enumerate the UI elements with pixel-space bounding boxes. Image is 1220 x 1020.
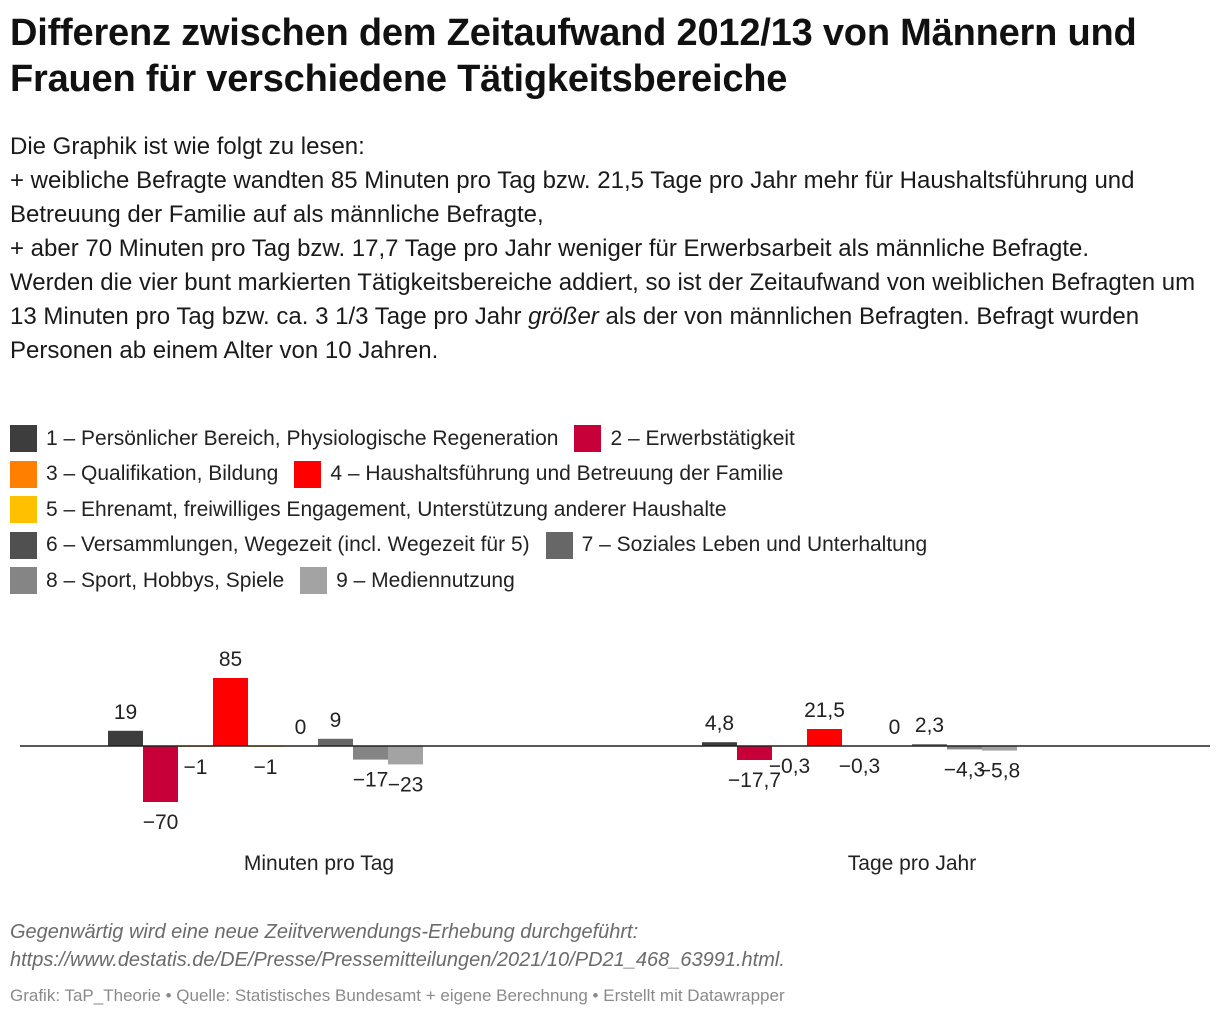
description-line-4: Werden die vier bunt markierten Tätigkei…	[10, 266, 1205, 368]
legend-swatch	[10, 496, 37, 524]
legend-label: 2 – Erwerbstätigkeit	[610, 426, 795, 450]
bar	[108, 730, 143, 746]
footnote: Gegenwärtig wird eine neue Zeiitverwendu…	[10, 918, 1210, 974]
bar	[143, 746, 178, 802]
bar	[737, 746, 772, 760]
legend-label: 3 – Qualifikation, Bildung	[46, 462, 279, 486]
chart-description: Die Graphik ist wie folgt zu lesen: + we…	[10, 130, 1205, 368]
legend-item: 7 – Soziales Leben und Unterhaltung	[545, 531, 928, 559]
legend-label: 8 – Sport, Hobbys, Spiele	[46, 568, 285, 592]
legend-row: 8 – Sport, Hobbys, Spiele 9 – Mediennutz…	[10, 563, 1210, 599]
data-label: −1	[184, 756, 208, 779]
legend-item: 1 – Persönlicher Bereich, Physiologische…	[10, 425, 559, 453]
bar	[807, 729, 842, 746]
bar	[353, 746, 388, 760]
data-label: 4,8	[705, 712, 734, 735]
legend-row: 1 – Persönlicher Bereich, Physiologische…	[10, 421, 1210, 457]
data-label: 85	[219, 648, 242, 671]
legend-row: 5 – Ehrenamt, freiwilliges Engagement, U…	[10, 492, 1210, 528]
credits: Grafik: TaP_Theorie • Quelle: Statistisc…	[10, 986, 785, 1005]
legend-item: 8 – Sport, Hobbys, Spiele	[10, 567, 285, 595]
footnote-line-2: https://www.destatis.de/DE/Presse/Presse…	[10, 949, 785, 971]
data-label: −17	[353, 769, 389, 792]
bar	[982, 746, 1017, 751]
bar	[318, 738, 353, 746]
legend-item: 6 – Versammlungen, Wegezeit (incl. Wegez…	[10, 531, 530, 559]
category-label: Minuten pro Tag	[244, 852, 394, 875]
description-line-2: + weibliche Befragte wandten 85 Minuten …	[10, 167, 1135, 228]
legend-swatch	[300, 567, 328, 595]
legend-swatch	[10, 425, 37, 453]
bar	[702, 742, 737, 746]
chart-title: Differenz zwischen dem Zeitaufwand 2012/…	[10, 12, 1137, 100]
data-label: −0,3	[839, 755, 880, 778]
data-label: −5,8	[979, 760, 1020, 783]
description-line-4-before: Werden die vier bunt markierten Tätigkei…	[10, 269, 1196, 330]
data-label: 0	[295, 716, 307, 739]
legend-swatch	[294, 460, 322, 488]
data-label: −70	[143, 811, 179, 834]
legend-row: 6 – Versammlungen, Wegezeit (incl. Wegez…	[10, 528, 1210, 564]
legend-label: 7 – Soziales Leben und Unterhaltung	[581, 533, 928, 557]
legend-swatch	[574, 425, 602, 453]
legend-label: 4 – Haushaltsführung und Betreuung der F…	[330, 462, 784, 486]
legend: 1 – Persönlicher Bereich, Physiologische…	[10, 421, 1210, 599]
footnote-line-1: Gegenwärtig wird eine neue Zeiitverwendu…	[10, 921, 639, 943]
data-label: −4,3	[944, 758, 985, 781]
legend-label: 5 – Ehrenamt, freiwilliges Engagement, U…	[46, 497, 727, 521]
legend-label: 6 – Versammlungen, Wegezeit (incl. Wegez…	[46, 533, 530, 557]
bar	[912, 744, 947, 746]
description-line-3: + aber 70 Minuten pro Tag bzw. 17,7 Tage…	[10, 235, 1090, 262]
legend-swatch	[10, 460, 37, 488]
legend-swatch	[545, 531, 573, 559]
legend-item: 3 – Qualifikation, Bildung	[10, 460, 279, 488]
legend-swatch	[10, 531, 37, 559]
data-label: −1	[254, 756, 278, 779]
legend-row: 3 – Qualifikation, Bildung 4 – Haushalts…	[10, 457, 1210, 493]
legend-label: 9 – Mediennutzung	[336, 568, 515, 592]
data-label: 9	[330, 709, 342, 732]
description-emphasis: größer	[528, 303, 599, 330]
legend-item: 9 – Mediennutzung	[300, 567, 515, 595]
legend-item: 2 – Erwerbstätigkeit	[574, 425, 795, 453]
legend-label: 1 – Persönlicher Bereich, Physiologische…	[46, 426, 559, 450]
legend-swatch	[10, 567, 37, 595]
data-label: −23	[388, 773, 424, 796]
data-label: 19	[114, 701, 137, 724]
legend-item: 4 – Haushaltsführung und Betreuung der F…	[294, 460, 784, 488]
data-label: −0,3	[769, 755, 810, 778]
bar	[213, 678, 248, 746]
description-line-1: Die Graphik ist wie folgt zu lesen:	[10, 133, 365, 160]
data-label: 0	[889, 716, 901, 739]
legend-item: 5 – Ehrenamt, freiwilliges Engagement, U…	[10, 496, 727, 524]
data-label: 2,3	[915, 714, 944, 737]
bar	[388, 746, 423, 765]
description-line-4-after: als der von männlichen Befragten. Befrag…	[10, 303, 1140, 364]
bar	[947, 746, 982, 750]
data-label: 21,5	[804, 699, 845, 722]
data-label: −17,7	[728, 769, 781, 792]
category-label: Tage pro Jahr	[848, 852, 976, 875]
